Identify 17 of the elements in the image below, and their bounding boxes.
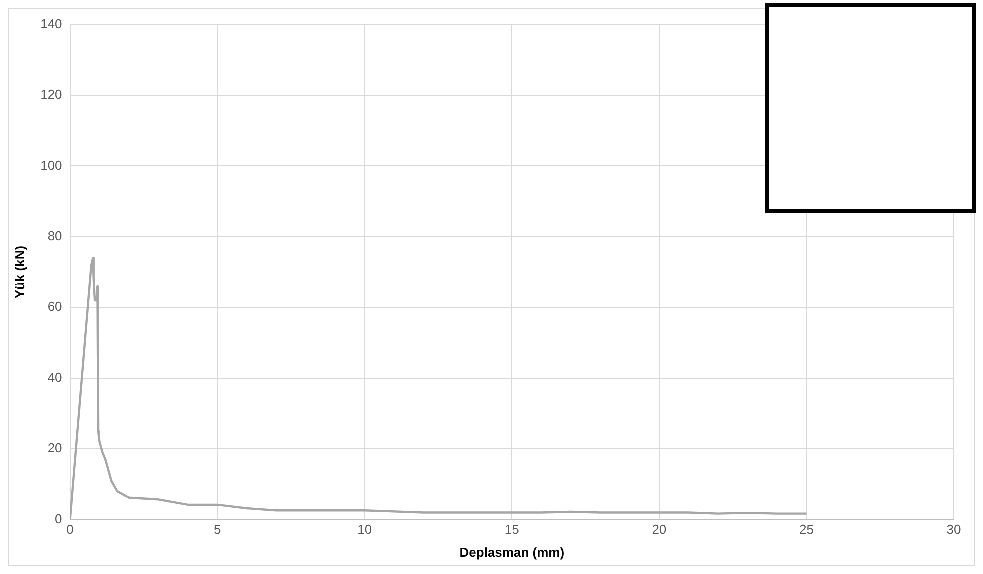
x-tick-label: 5 xyxy=(214,522,222,538)
y-tick-label: 40 xyxy=(48,370,62,385)
y-tick-label: 80 xyxy=(48,228,62,244)
x-tick-label: 0 xyxy=(66,522,74,538)
x-tick-label: 10 xyxy=(358,522,372,538)
x-tick-label: 20 xyxy=(652,522,667,538)
x-tick-label: 15 xyxy=(504,522,520,538)
y-tick-label: 100 xyxy=(40,158,62,173)
y-tick-label: 0 xyxy=(55,511,62,526)
x-tick-label: 25 xyxy=(799,522,814,538)
y-tick-label: 60 xyxy=(48,299,62,314)
y-tick-label: 140 xyxy=(40,16,62,32)
x-tick-label: 30 xyxy=(946,522,962,538)
y-axis-title: Yük (kN) xyxy=(12,246,28,299)
x-axis-title: Deplasman (mm) xyxy=(460,544,565,560)
y-tick-label: 120 xyxy=(40,87,62,102)
y-tick-label: 20 xyxy=(48,440,62,456)
